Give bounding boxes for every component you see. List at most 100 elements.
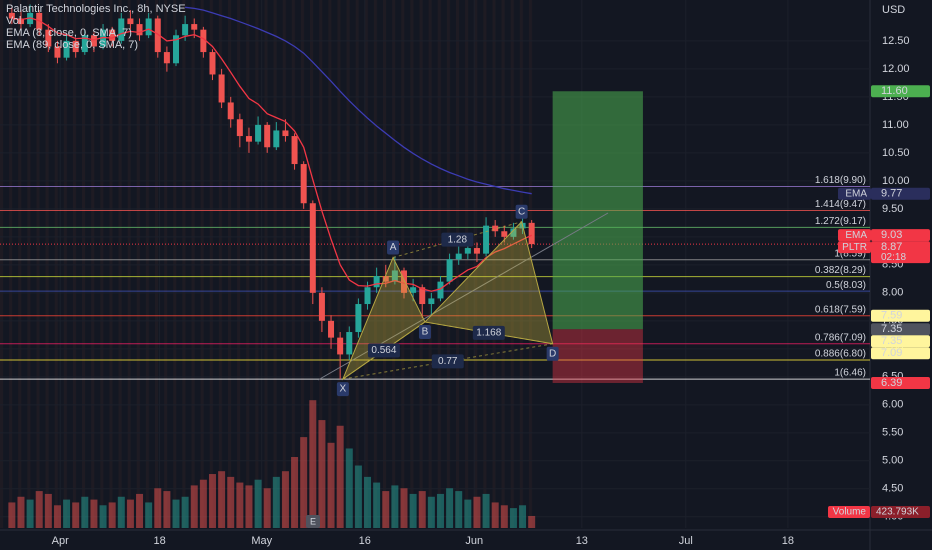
- x-tick-label: 13: [576, 535, 588, 547]
- candle-body: [510, 228, 517, 237]
- candle-body: [373, 276, 380, 288]
- candle-body: [282, 130, 289, 137]
- y-tick-label: 4.50: [882, 483, 903, 495]
- volume-bar: [409, 493, 417, 528]
- price-tag: [871, 376, 930, 389]
- pattern-ratio-label: 1.28: [448, 234, 468, 245]
- candle-body: [136, 24, 143, 36]
- volume-bar: [218, 471, 226, 528]
- price-tag: [871, 85, 930, 98]
- price-tag-name-box: [838, 241, 871, 254]
- price-tag-name: PLTR: [842, 242, 867, 253]
- y-tick-label: 6.00: [882, 399, 903, 411]
- volume-bar: [281, 471, 289, 528]
- candle-body: [328, 320, 335, 338]
- candle-body: [364, 287, 371, 305]
- fib-level-label: 0.382(8.29): [815, 265, 866, 276]
- pattern-ratio-label: 0.564: [371, 345, 396, 356]
- candle-body: [264, 124, 271, 148]
- volume-bar: [154, 488, 162, 528]
- candle-body: [182, 24, 189, 36]
- y-tick-label: 8.00: [882, 287, 903, 299]
- volume-bar: [72, 502, 80, 528]
- volume-bar: [418, 491, 426, 528]
- volume-bar: [208, 474, 216, 528]
- candle-body: [163, 52, 170, 64]
- volume-bar: [26, 499, 34, 528]
- candle-body: [154, 18, 161, 53]
- fib-level-label: 1.414(9.47): [815, 199, 866, 210]
- ema-line: [11, 17, 532, 292]
- candle-body: [200, 29, 207, 53]
- price-tag-countdown: 02:18: [881, 252, 906, 263]
- y-tick-label: 11.00: [882, 119, 909, 131]
- volume-bar: [227, 476, 235, 528]
- pattern-ratio-label: 1.168: [476, 328, 501, 339]
- volume-bar: [473, 496, 481, 528]
- candle-body: [145, 18, 152, 36]
- y-tick-label: 5.50: [882, 427, 903, 439]
- volume-bar: [436, 493, 444, 528]
- x-tick-label: May: [251, 535, 272, 547]
- candle-body: [410, 287, 417, 293]
- candle-body: [437, 281, 444, 299]
- volume-bar: [8, 502, 16, 528]
- fib-level-label: 1(6.46): [834, 368, 866, 379]
- price-tag-value: 7.35: [881, 335, 902, 347]
- volume-bar: [291, 457, 299, 528]
- candle-body: [391, 270, 398, 282]
- volume-bar: [254, 479, 262, 528]
- volume-bar: [245, 485, 253, 528]
- volume-bar: [482, 493, 490, 528]
- candle-body: [446, 259, 453, 282]
- volume-bar: [272, 476, 280, 528]
- pattern-point-box: [515, 204, 528, 219]
- volume-bar: [455, 491, 463, 528]
- volume-bar: [117, 496, 125, 528]
- fib-level-label: 1.272(9.17): [815, 216, 866, 227]
- price-tag: [871, 229, 930, 242]
- candle-body: [273, 130, 280, 148]
- volume-bar: [427, 496, 435, 528]
- price-tag-value: 9.77: [881, 188, 902, 200]
- volume-bar: [464, 499, 472, 528]
- candle-body: [291, 136, 298, 165]
- candle-body: [483, 225, 490, 254]
- trend-line: [317, 212, 609, 381]
- pattern-point-box: [387, 240, 400, 255]
- volume-bar: [181, 496, 189, 528]
- y-tick-label: 10.50: [882, 147, 910, 159]
- price-tag: [871, 323, 930, 336]
- candle-body: [72, 40, 79, 53]
- fib-level-label: 0.786(7.09): [815, 332, 866, 343]
- candle-body: [428, 298, 435, 305]
- volume-tag-value: 423.793K: [876, 507, 919, 518]
- pattern-point-label: X: [340, 384, 347, 395]
- price-tag-value: 7.59: [881, 310, 902, 322]
- volume-tag-name: Volume: [833, 507, 867, 518]
- earnings-icon: [306, 515, 320, 528]
- volume-bar: [309, 400, 317, 528]
- volume-bar: [172, 499, 180, 528]
- candle-body: [255, 124, 262, 142]
- candle-body: [17, 18, 24, 25]
- candle-body: [337, 337, 344, 355]
- pattern-ratio-box: [431, 354, 464, 369]
- pattern-point-label: D: [549, 348, 556, 359]
- candle-body: [355, 304, 362, 333]
- volume-bar: [35, 491, 43, 528]
- price-tag: [871, 347, 930, 360]
- volume-bar: [391, 485, 399, 528]
- volume-bar: [382, 491, 390, 528]
- legend-entry: Vol: [6, 15, 21, 27]
- candle-body: [54, 46, 61, 58]
- candle-body: [236, 119, 243, 137]
- volume-bar: [400, 488, 408, 528]
- candle-body: [473, 248, 480, 254]
- volume-bar: [263, 488, 271, 528]
- volume-bar: [327, 442, 335, 528]
- legend-entry: EMA (89, close, 0, SMA, 7): [6, 39, 138, 51]
- candle-body: [464, 248, 471, 254]
- pattern-point-box: [336, 382, 349, 397]
